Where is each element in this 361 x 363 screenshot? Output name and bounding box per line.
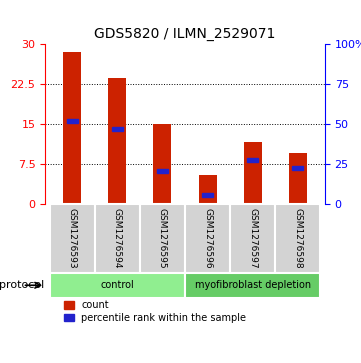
FancyBboxPatch shape: [230, 204, 275, 273]
FancyBboxPatch shape: [49, 204, 95, 273]
Text: GSM1276598: GSM1276598: [293, 208, 302, 269]
Bar: [63, 52, 81, 204]
Text: GSM1276593: GSM1276593: [68, 208, 77, 269]
Text: GSM1276595: GSM1276595: [158, 208, 167, 269]
FancyBboxPatch shape: [275, 204, 321, 273]
Bar: [112, 127, 123, 131]
Text: GSM1276597: GSM1276597: [248, 208, 257, 269]
Bar: [289, 153, 307, 204]
Title: GDS5820 / ILMN_2529071: GDS5820 / ILMN_2529071: [94, 27, 276, 41]
Bar: [153, 124, 171, 204]
Text: protocol: protocol: [0, 280, 44, 290]
FancyBboxPatch shape: [140, 204, 185, 273]
Bar: [199, 175, 217, 204]
FancyBboxPatch shape: [49, 273, 185, 298]
Legend: count, percentile rank within the sample: count, percentile rank within the sample: [64, 300, 247, 323]
Bar: [157, 169, 168, 173]
Bar: [244, 142, 262, 204]
FancyBboxPatch shape: [95, 204, 140, 273]
Bar: [292, 166, 304, 170]
FancyBboxPatch shape: [185, 204, 230, 273]
Text: control: control: [100, 280, 134, 290]
Bar: [247, 158, 258, 162]
Text: myofibroblast depletion: myofibroblast depletion: [195, 280, 311, 290]
Bar: [202, 193, 213, 197]
Text: GSM1276596: GSM1276596: [203, 208, 212, 269]
Text: GSM1276594: GSM1276594: [113, 208, 122, 269]
Bar: [108, 78, 126, 204]
Bar: [66, 119, 78, 123]
FancyBboxPatch shape: [185, 273, 321, 298]
